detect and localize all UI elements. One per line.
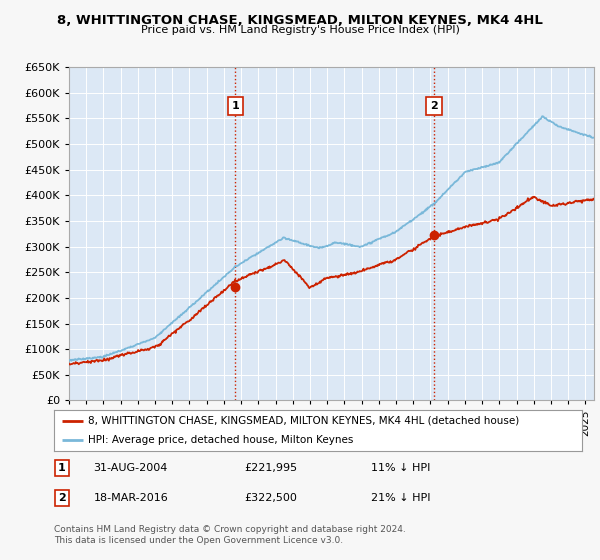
Text: 21% ↓ HPI: 21% ↓ HPI (371, 493, 430, 503)
Text: 11% ↓ HPI: 11% ↓ HPI (371, 463, 430, 473)
Text: 18-MAR-2016: 18-MAR-2016 (94, 493, 169, 503)
Text: 31-AUG-2004: 31-AUG-2004 (94, 463, 168, 473)
Text: 2: 2 (58, 493, 66, 503)
Text: 1: 1 (232, 101, 239, 111)
Text: £322,500: £322,500 (244, 493, 297, 503)
Text: 1: 1 (58, 463, 66, 473)
Text: Contains HM Land Registry data © Crown copyright and database right 2024.
This d: Contains HM Land Registry data © Crown c… (54, 525, 406, 545)
Text: Price paid vs. HM Land Registry's House Price Index (HPI): Price paid vs. HM Land Registry's House … (140, 25, 460, 35)
Text: 8, WHITTINGTON CHASE, KINGSMEAD, MILTON KEYNES, MK4 4HL (detached house): 8, WHITTINGTON CHASE, KINGSMEAD, MILTON … (88, 416, 520, 426)
Text: HPI: Average price, detached house, Milton Keynes: HPI: Average price, detached house, Milt… (88, 435, 353, 445)
Text: £221,995: £221,995 (244, 463, 297, 473)
Text: 8, WHITTINGTON CHASE, KINGSMEAD, MILTON KEYNES, MK4 4HL: 8, WHITTINGTON CHASE, KINGSMEAD, MILTON … (57, 14, 543, 27)
Text: 2: 2 (430, 101, 438, 111)
